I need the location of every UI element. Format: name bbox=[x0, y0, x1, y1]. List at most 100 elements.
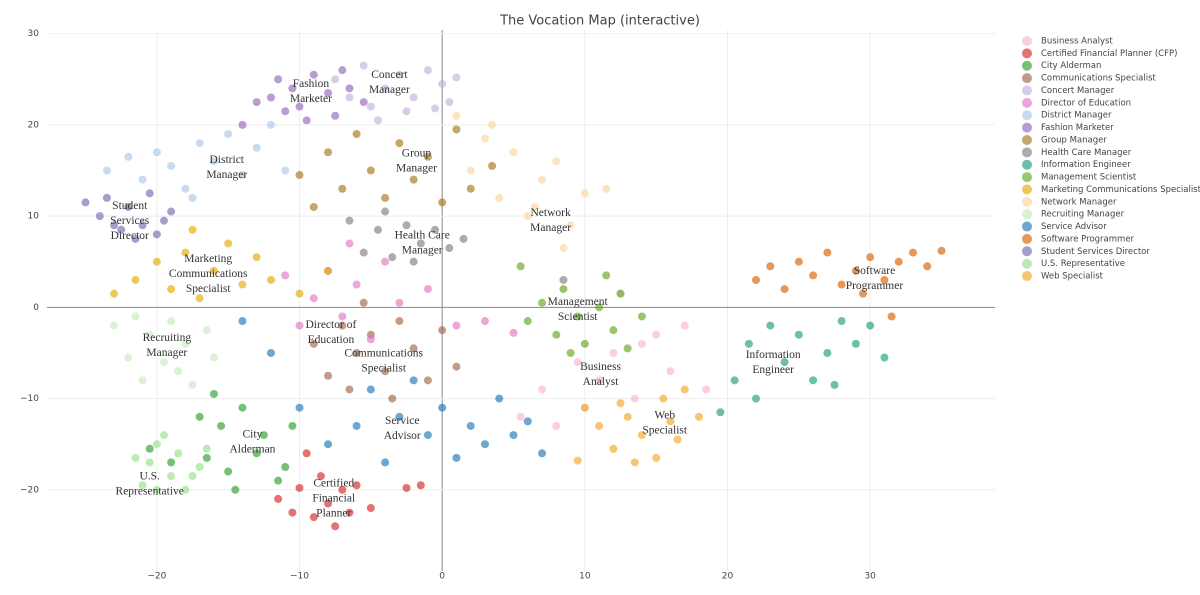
legend-marker[interactable] bbox=[1022, 85, 1032, 96]
legend-label[interactable]: District Manager bbox=[1041, 111, 1112, 121]
annotation: Planner bbox=[316, 508, 351, 520]
legend-label[interactable]: Fashion Marketer bbox=[1041, 123, 1114, 133]
point bbox=[887, 312, 896, 321]
legend-label[interactable]: City Alderman bbox=[1041, 61, 1101, 71]
annotation: Concert bbox=[371, 69, 408, 81]
point bbox=[573, 312, 582, 321]
legend-label[interactable]: Group Manager bbox=[1041, 135, 1107, 145]
point bbox=[152, 148, 161, 157]
point bbox=[552, 330, 561, 339]
legend-marker[interactable] bbox=[1022, 258, 1032, 269]
point bbox=[159, 216, 168, 225]
point bbox=[381, 207, 390, 216]
point bbox=[252, 143, 261, 152]
legend-label[interactable]: Web Specialist bbox=[1041, 272, 1104, 282]
point bbox=[181, 184, 190, 193]
point bbox=[202, 326, 211, 335]
point bbox=[402, 107, 411, 116]
point bbox=[416, 481, 425, 490]
legend-label[interactable]: Certified Financial Planner (CFP) bbox=[1041, 49, 1177, 59]
annotation: Marketer bbox=[290, 93, 332, 105]
legend-marker[interactable] bbox=[1022, 73, 1032, 84]
legend-marker[interactable] bbox=[1022, 36, 1032, 46]
legend-marker[interactable] bbox=[1022, 196, 1032, 207]
legend-label[interactable]: Concert Manager bbox=[1041, 86, 1115, 96]
legend-label[interactable]: Information Engineer bbox=[1041, 160, 1131, 170]
legend-marker[interactable] bbox=[1022, 246, 1032, 257]
point bbox=[809, 271, 818, 280]
legend-marker[interactable] bbox=[1022, 97, 1032, 108]
point bbox=[395, 70, 404, 79]
annotation: Analyst bbox=[583, 376, 620, 388]
point bbox=[152, 230, 161, 239]
legend-label[interactable]: Communications Specialist bbox=[1041, 74, 1157, 84]
legend-label[interactable]: Network Manager bbox=[1041, 197, 1117, 207]
point bbox=[381, 257, 390, 266]
point bbox=[252, 98, 261, 107]
point bbox=[409, 175, 418, 184]
point bbox=[438, 403, 447, 412]
point bbox=[409, 257, 418, 266]
legend-marker[interactable] bbox=[1022, 159, 1032, 170]
legend-label[interactable]: Health Care Manager bbox=[1041, 148, 1132, 158]
legend-marker[interactable] bbox=[1022, 172, 1032, 183]
legend-marker[interactable] bbox=[1022, 184, 1032, 195]
point bbox=[324, 88, 333, 97]
point bbox=[666, 417, 675, 426]
point bbox=[516, 412, 525, 421]
point bbox=[823, 248, 832, 257]
point bbox=[580, 189, 589, 198]
point bbox=[466, 421, 475, 430]
legend-label[interactable]: Management Scientist bbox=[1041, 173, 1137, 183]
point bbox=[195, 139, 204, 148]
legend-marker[interactable] bbox=[1022, 209, 1032, 220]
legend-label[interactable]: Director of Education bbox=[1041, 98, 1131, 108]
annotation: Certified bbox=[313, 478, 354, 490]
point bbox=[309, 70, 318, 79]
point bbox=[124, 353, 133, 362]
legend-marker[interactable] bbox=[1022, 271, 1032, 282]
legend-label[interactable]: U.S. Representative bbox=[1041, 259, 1125, 269]
point bbox=[566, 221, 575, 230]
point bbox=[152, 485, 161, 494]
annotation: District bbox=[210, 154, 245, 166]
point bbox=[359, 61, 368, 70]
point bbox=[423, 66, 432, 75]
point bbox=[252, 449, 261, 458]
point bbox=[366, 385, 375, 394]
point bbox=[295, 171, 304, 180]
point bbox=[174, 367, 183, 376]
legend-label[interactable]: Marketing Communications Specialist bbox=[1041, 185, 1200, 195]
legend-label[interactable]: Service Advisor bbox=[1041, 222, 1107, 232]
point bbox=[666, 367, 675, 376]
legend-marker[interactable] bbox=[1022, 110, 1032, 121]
annotation: Recruiting bbox=[143, 332, 192, 344]
point bbox=[159, 358, 168, 367]
point bbox=[224, 239, 233, 248]
legend-marker[interactable] bbox=[1022, 60, 1032, 71]
point bbox=[131, 453, 140, 462]
legend-marker[interactable] bbox=[1022, 134, 1032, 145]
legend-label[interactable]: Software Programmer bbox=[1041, 234, 1135, 244]
y-tick-label: 30 bbox=[28, 29, 40, 39]
point bbox=[117, 225, 126, 234]
annotation: Manager bbox=[396, 163, 437, 175]
legend[interactable]: Business Analyst Certified Financial Plan… bbox=[1022, 36, 1200, 282]
legend-marker[interactable] bbox=[1022, 233, 1032, 244]
annotation: Alderman bbox=[229, 444, 275, 456]
legend-marker[interactable] bbox=[1022, 147, 1032, 158]
legend-label[interactable]: Recruiting Manager bbox=[1041, 210, 1125, 220]
legend-marker[interactable] bbox=[1022, 221, 1032, 232]
legend-label[interactable]: Business Analyst bbox=[1041, 37, 1113, 47]
point bbox=[152, 257, 161, 266]
point bbox=[274, 476, 283, 485]
point bbox=[509, 431, 518, 440]
point bbox=[95, 212, 104, 221]
legend-marker[interactable] bbox=[1022, 122, 1032, 133]
legend-label[interactable]: Student Services Director bbox=[1041, 247, 1150, 257]
point bbox=[274, 494, 283, 503]
point bbox=[266, 120, 275, 129]
point bbox=[352, 280, 361, 289]
legend-marker[interactable] bbox=[1022, 48, 1032, 59]
point bbox=[145, 444, 154, 453]
